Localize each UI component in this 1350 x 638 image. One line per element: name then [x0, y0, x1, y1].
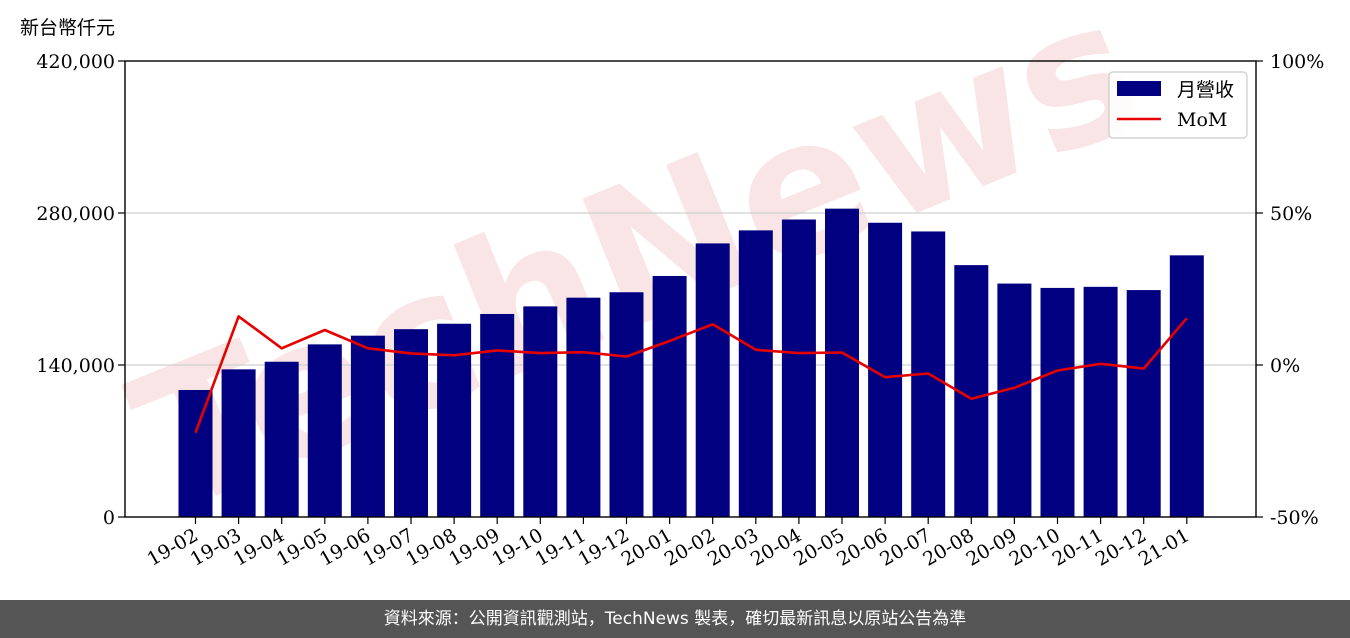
revenue-bar	[695, 243, 730, 517]
revenue-bar	[1126, 290, 1161, 517]
revenue-bar	[221, 369, 256, 517]
revenue-bar	[738, 230, 773, 517]
revenue-chart: TechNews 新台幣仟元 0140,000280,000420,000-50…	[20, 0, 1324, 571]
y-unit-label: 新台幣仟元	[20, 17, 115, 39]
y-right-tick-label: 100%	[1270, 51, 1324, 73]
revenue-bar	[566, 297, 601, 517]
legend-label-mom: MoM	[1177, 109, 1227, 131]
revenue-bar	[781, 219, 816, 517]
revenue-bar	[997, 283, 1032, 517]
revenue-bar	[1083, 286, 1118, 517]
legend-swatch-revenue	[1117, 81, 1161, 96]
y-right-tick-label: 50%	[1270, 203, 1312, 225]
revenue-bar	[652, 275, 687, 517]
revenue-bar	[350, 335, 385, 517]
y-left-tick-label: 420,000	[36, 51, 115, 73]
y-right-tick-label: -50%	[1270, 507, 1319, 529]
revenue-bar	[825, 208, 859, 517]
revenue-bar	[178, 389, 213, 517]
revenue-bar	[480, 313, 515, 517]
legend-label-revenue: 月營收	[1177, 79, 1234, 101]
y-left-tick-label: 140,000	[36, 355, 115, 377]
legend: 月營收 MoM	[1108, 71, 1248, 139]
revenue-bar	[394, 329, 428, 517]
source-footer: 資料來源：公開資訊觀測站，TechNews 製表，確切最新訊息以原站公告為準	[0, 600, 1350, 638]
revenue-bar	[523, 306, 558, 517]
revenue-bar	[609, 292, 644, 517]
revenue-bar	[264, 361, 299, 517]
y-left-tick-label: 280,000	[36, 203, 115, 225]
revenue-bar	[1169, 255, 1204, 518]
x-tick-label: 21-01	[1135, 524, 1193, 570]
plot-frame	[124, 60, 1257, 518]
y-left-tick-label: 0	[103, 507, 115, 529]
y-right-tick-label: 0%	[1270, 355, 1300, 377]
revenue-bar	[307, 344, 342, 517]
mom-series-line	[194, 315, 1188, 434]
revenue-bar	[1040, 287, 1075, 517]
